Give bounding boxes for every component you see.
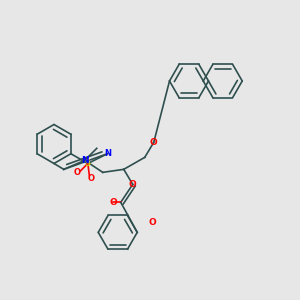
- Text: S: S: [85, 159, 91, 168]
- Text: O: O: [150, 138, 158, 147]
- Text: O: O: [149, 218, 157, 227]
- Text: O: O: [110, 198, 117, 207]
- Text: O: O: [87, 174, 94, 183]
- Text: O: O: [129, 180, 136, 189]
- Text: N: N: [104, 149, 111, 158]
- Text: N: N: [81, 156, 88, 165]
- Text: O: O: [74, 168, 81, 177]
